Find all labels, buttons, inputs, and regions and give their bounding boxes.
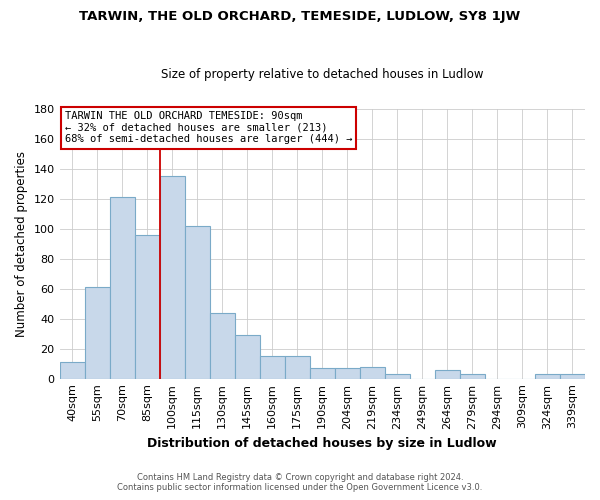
Bar [560,374,585,378]
Bar [360,366,385,378]
Bar [235,335,260,378]
Bar [185,226,209,378]
Bar [535,374,560,378]
Bar [335,368,360,378]
X-axis label: Distribution of detached houses by size in Ludlow: Distribution of detached houses by size … [148,437,497,450]
Y-axis label: Number of detached properties: Number of detached properties [15,150,28,336]
Text: Contains HM Land Registry data © Crown copyright and database right 2024.
Contai: Contains HM Land Registry data © Crown c… [118,473,482,492]
Text: TARWIN, THE OLD ORCHARD, TEMESIDE, LUDLOW, SY8 1JW: TARWIN, THE OLD ORCHARD, TEMESIDE, LUDLO… [79,10,521,23]
Bar [310,368,335,378]
Text: TARWIN THE OLD ORCHARD TEMESIDE: 90sqm
← 32% of detached houses are smaller (213: TARWIN THE OLD ORCHARD TEMESIDE: 90sqm ←… [65,112,352,144]
Bar [85,287,110,378]
Bar [435,370,460,378]
Bar [260,356,285,378]
Bar [59,362,85,378]
Title: Size of property relative to detached houses in Ludlow: Size of property relative to detached ho… [161,68,484,81]
Bar [160,176,185,378]
Bar [209,312,235,378]
Bar [385,374,410,378]
Bar [460,374,485,378]
Bar [134,234,160,378]
Bar [285,356,310,378]
Bar [110,197,134,378]
